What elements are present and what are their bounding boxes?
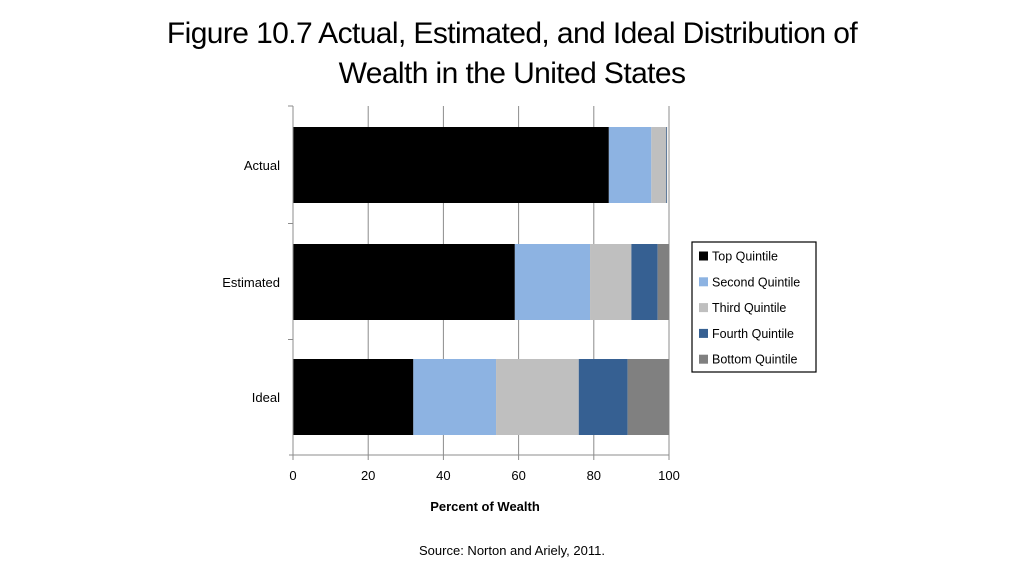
bar-ideal-fourth-quintile	[578, 359, 628, 435]
bar-actual-top-quintile	[293, 127, 609, 203]
y-tick-label-actual: Actual	[244, 158, 280, 173]
bar-ideal-bottom-quintile	[627, 359, 669, 435]
bar-ideal-second-quintile	[413, 359, 497, 435]
legend-label-top-quintile: Top Quintile	[712, 250, 778, 264]
bar-actual-third-quintile	[651, 127, 666, 203]
x-tick-label-20: 20	[361, 468, 375, 483]
slide-title-line-1: Figure 10.7 Actual, Estimated, and Ideal…	[166, 17, 858, 50]
bar-actual-fourth-quintile	[665, 127, 667, 203]
slide-title: Figure 10.7 Actual, Estimated, and Ideal…	[0, 14, 1024, 94]
y-tick-label-ideal: Ideal	[252, 390, 280, 405]
bar-estimated-fourth-quintile	[631, 244, 658, 320]
x-tick-label-0: 0	[289, 468, 296, 483]
legend-box	[691, 241, 817, 373]
x-tick-label-100: 100	[658, 468, 680, 483]
slide-title-line-2: Wealth in the United States	[338, 57, 686, 90]
axes: Actual Estimated Ideal 0 20 40 60 80 100 Percent …	[222, 105, 680, 514]
legend-label-third-quintile: Third Quintile	[712, 301, 786, 315]
legend-label-fourth-quintile: Fourth Quintile	[712, 327, 794, 341]
bars	[293, 127, 669, 435]
x-tick-label-40: 40	[436, 468, 450, 483]
legend-swatch-second-quintile	[699, 277, 708, 287]
bar-actual-second-quintile	[608, 127, 652, 203]
bar-estimated-third-quintile	[590, 244, 632, 320]
bar-ideal-top-quintile	[293, 359, 414, 435]
y-tick-label-estimated: Estimated	[222, 275, 280, 290]
source-note: Source: Norton and Ariely, 2011.	[419, 543, 605, 558]
x-tick-label-80: 80	[587, 468, 601, 483]
legend-label-bottom-quintile: Bottom Quintile	[712, 353, 798, 367]
bar-estimated-top-quintile	[293, 244, 515, 320]
legend-swatch-third-quintile	[699, 303, 708, 313]
bar-estimated-second-quintile	[514, 244, 591, 320]
legend-swatch-fourth-quintile	[699, 328, 708, 338]
bar-estimated-bottom-quintile	[657, 244, 669, 320]
legend-label-second-quintile: Second Quintile	[712, 275, 800, 289]
legend-swatch-bottom-quintile	[699, 354, 708, 364]
legend-swatch-top-quintile	[699, 251, 708, 261]
bar-ideal-third-quintile	[496, 359, 579, 435]
legend: Top Quintile Second Quintile Third Quintil…	[691, 241, 817, 373]
x-axis-title: Percent of Wealth	[430, 499, 540, 514]
x-tick-label-60: 60	[511, 468, 525, 483]
